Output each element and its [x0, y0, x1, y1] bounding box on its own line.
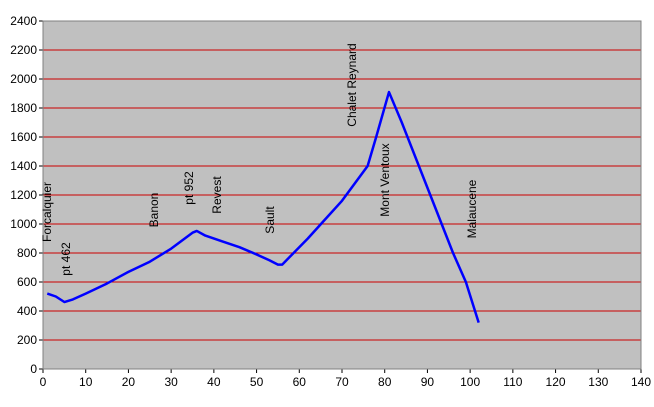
- y-tick-label: 1400: [10, 159, 37, 173]
- y-tick-label: 400: [17, 304, 37, 318]
- annotation: Malaucene: [465, 179, 479, 238]
- x-tick-label: 110: [503, 375, 522, 389]
- y-tick-label: 800: [17, 246, 37, 260]
- annotation: Banon: [147, 193, 161, 228]
- x-tick-label: 70: [335, 375, 349, 389]
- y-tick-label: 1200: [10, 188, 37, 202]
- y-tick-label: 1800: [10, 101, 37, 115]
- y-tick-label: 1600: [10, 130, 37, 144]
- x-tick-label: 80: [378, 375, 392, 389]
- x-tick-label: 100: [460, 375, 480, 389]
- x-tick-label: 10: [79, 375, 93, 389]
- y-tick-label: 600: [17, 275, 37, 289]
- annotation: pt 952: [182, 171, 196, 205]
- elevation-line: [46, 90, 480, 323]
- y-tick-label: 2000: [10, 72, 37, 86]
- plot-border: [42, 20, 642, 370]
- annotation: Revest: [210, 176, 224, 214]
- x-tick-label: 40: [207, 375, 221, 389]
- x-tick-label: 90: [421, 375, 435, 389]
- x-tick-label: 0: [40, 375, 47, 389]
- x-tick-label: 120: [546, 375, 566, 389]
- annotation: Sault: [263, 206, 277, 234]
- annotation: Forcalquier: [40, 182, 54, 242]
- x-tick-label: 30: [164, 375, 178, 389]
- y-tick-label: 0: [30, 362, 37, 376]
- annotation: Chalet Reynard: [345, 43, 359, 126]
- y-tick-label: 200: [17, 333, 37, 347]
- x-tick-label: 60: [293, 375, 307, 389]
- y-tick-label: 1000: [10, 217, 37, 231]
- x-tick-label: 50: [250, 375, 264, 389]
- x-tick-label: 20: [122, 375, 136, 389]
- y-tick-label: 2200: [10, 43, 37, 57]
- x-tick-label: 130: [588, 375, 608, 389]
- x-tick-label: 140: [631, 375, 651, 389]
- annotation: pt 462: [59, 242, 73, 276]
- annotation: Mont Ventoux: [378, 143, 392, 216]
- y-tick-label: 2400: [10, 14, 37, 28]
